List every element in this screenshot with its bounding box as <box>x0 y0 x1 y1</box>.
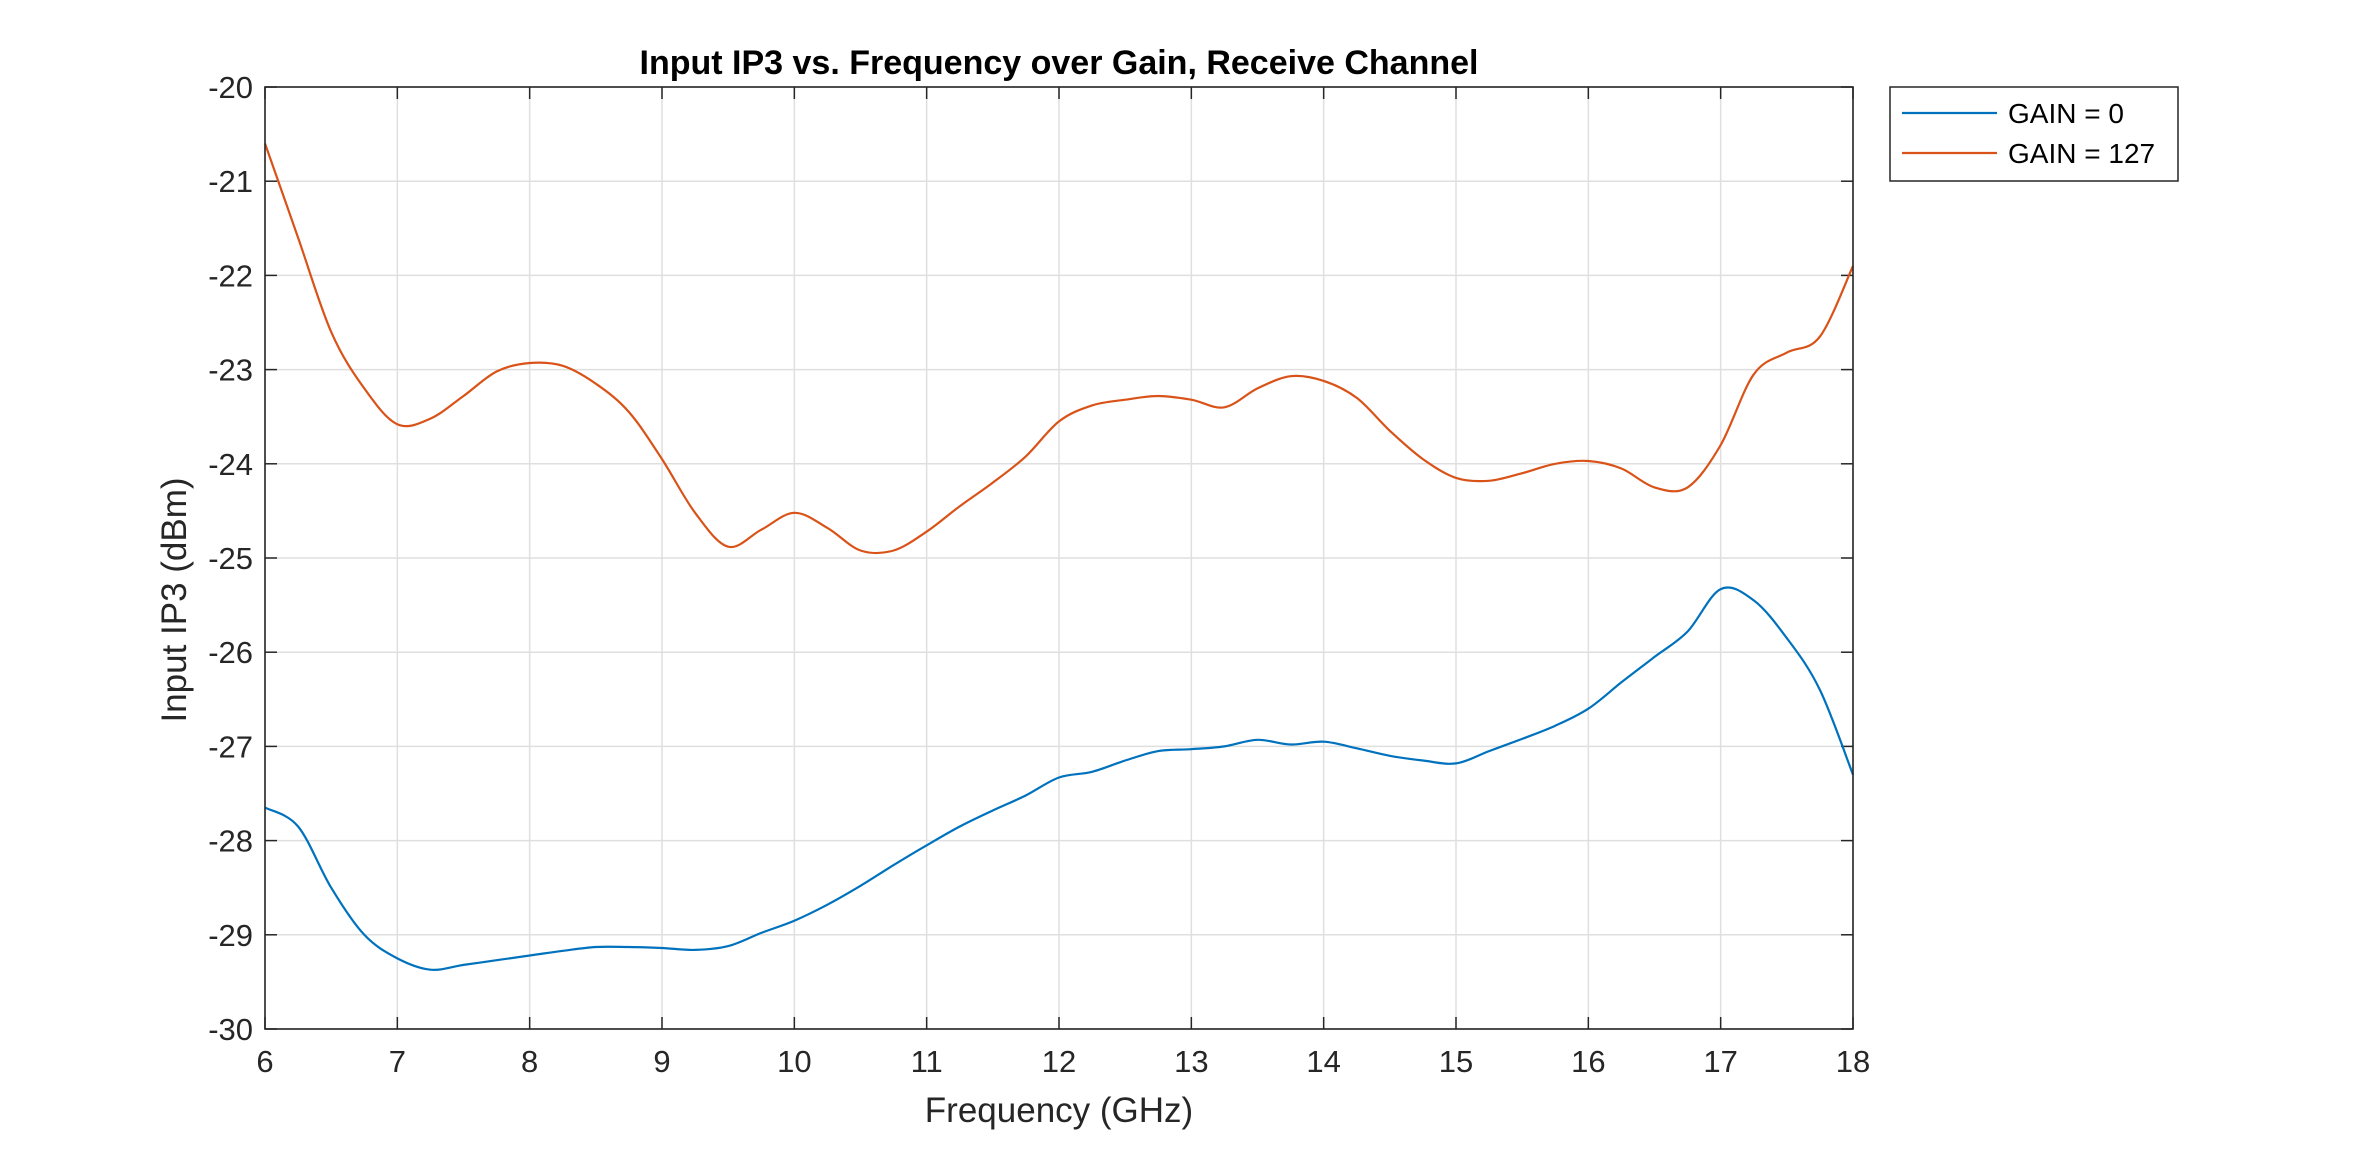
x-tick-label: 13 <box>1174 1044 1208 1079</box>
y-axis-label: Input IP3 (dBm) <box>155 477 194 722</box>
legend-box <box>1889 86 2179 182</box>
x-tick-label: 9 <box>653 1044 670 1079</box>
legend-label-2: GAIN = 127 <box>2008 138 2155 169</box>
x-tick-label: 8 <box>521 1044 538 1079</box>
x-tick-label: 11 <box>911 1044 943 1079</box>
axes-box <box>264 86 1854 1030</box>
y-tick-label: -22 <box>208 258 253 293</box>
x-tick-label: 15 <box>1439 1044 1473 1079</box>
x-tick-label: 10 <box>777 1044 811 1079</box>
legend-label-1: GAIN = 0 <box>2008 98 2124 129</box>
chart-title: Input IP3 vs. Frequency over Gain, Recei… <box>640 44 1479 82</box>
series-line-1 <box>264 586 1855 971</box>
y-tick-label: -30 <box>208 1012 253 1047</box>
y-tick-label: -28 <box>208 824 253 859</box>
x-tick-label: 12 <box>1042 1044 1076 1079</box>
y-tick-label: -25 <box>208 541 253 576</box>
x-tick-label: 6 <box>256 1044 273 1079</box>
grid-lines <box>264 86 1854 1030</box>
y-tick-label: -23 <box>208 353 253 388</box>
y-tick-label: -21 <box>208 164 253 199</box>
x-axis-label: Frequency (GHz) <box>925 1091 1193 1130</box>
x-tick-label: 14 <box>1306 1044 1340 1079</box>
legend: GAIN = 0 GAIN = 127 <box>1889 86 2179 182</box>
x-tick-label: 18 <box>1836 1044 1870 1079</box>
y-tick-label: -27 <box>208 729 253 764</box>
series-lines <box>263 143 1855 971</box>
y-tick-label: -29 <box>208 918 253 953</box>
y-tick-label: -20 <box>208 70 253 105</box>
x-tick-label: 16 <box>1571 1044 1605 1079</box>
y-tick-label: -24 <box>208 447 253 482</box>
x-tick-label: 17 <box>1703 1044 1737 1079</box>
x-tick-label: 7 <box>389 1044 406 1079</box>
y-tick-label: -26 <box>208 635 253 670</box>
series-line-2 <box>263 143 1854 555</box>
